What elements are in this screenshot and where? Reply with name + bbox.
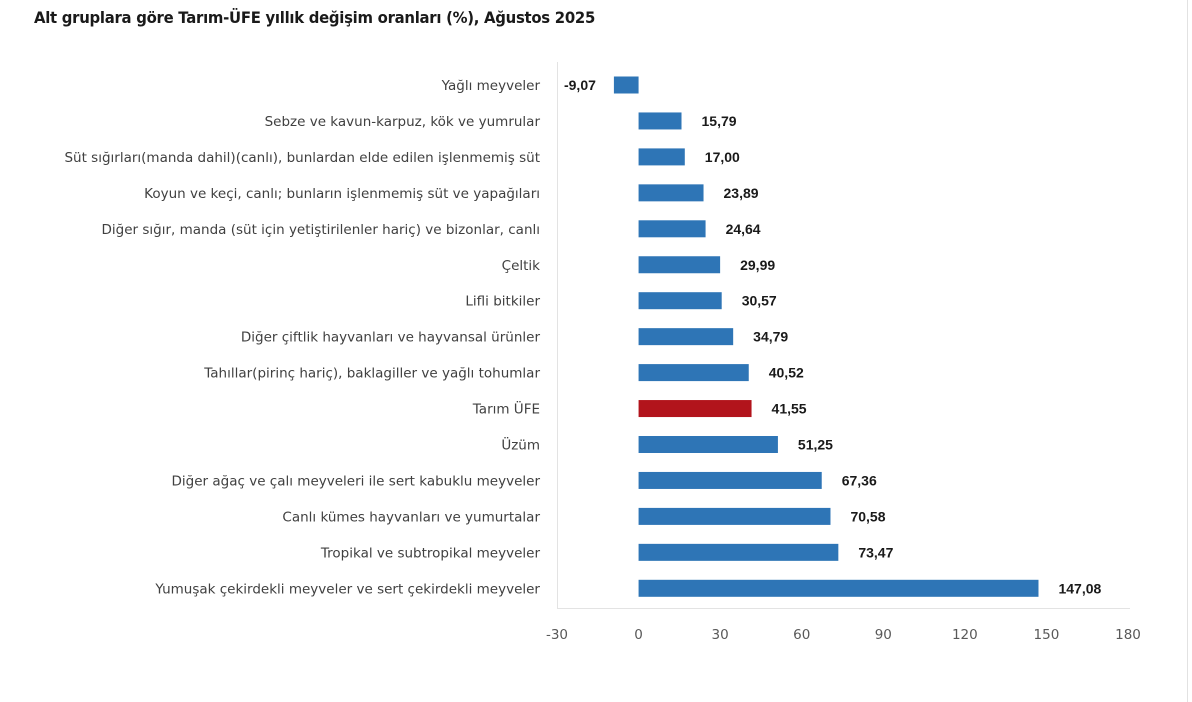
axes [557, 62, 1130, 609]
bar [638, 256, 721, 274]
x-tick-label: 150 [1034, 627, 1060, 643]
bar [613, 76, 639, 94]
bar [638, 328, 734, 346]
bar [638, 543, 839, 561]
x-tick-label: 60 [793, 627, 810, 643]
category-label: Diğer sığır, manda (süt için yetiştirile… [102, 222, 540, 238]
category-label: Diğer çiftlik hayvanları ve hayvansal ür… [241, 330, 541, 346]
x-tick-label: 30 [712, 627, 729, 643]
category-label: Çeltik [502, 258, 541, 274]
chart-title: Alt gruplara göre Tarım-ÜFE yıllık değiş… [34, 8, 596, 27]
bar [638, 112, 682, 130]
value-label: 41,55 [772, 401, 807, 417]
value-label: -9,07 [564, 77, 596, 93]
bar [638, 400, 752, 418]
category-labels: Yağlı meyveler Sebze ve kavun-karpuz, kök… [64, 78, 540, 597]
category-label: Yumuşak çekirdekli meyveler ve sert çeki… [154, 581, 540, 597]
value-label: 147,08 [1058, 580, 1101, 596]
category-label: Süt sığırları(manda dahil)(canlı), bunla… [64, 150, 540, 166]
x-tick-label: -30 [546, 627, 568, 643]
category-label: Diğer ağaç ve çalı meyveleri ile sert ka… [172, 473, 541, 489]
bar [638, 292, 722, 310]
bar [638, 220, 706, 238]
value-label: 24,64 [726, 221, 761, 237]
category-label: Yağlı meyveler [441, 78, 541, 94]
value-label: 51,25 [798, 437, 833, 453]
bar [638, 507, 831, 525]
bar [638, 471, 822, 489]
value-label: 17,00 [705, 149, 740, 165]
category-label: Koyun ve keçi, canlı; bunların işlenmemi… [144, 186, 540, 202]
value-labels: -9,07 15,79 17,00 23,89 24,64 29,99 30,57 34,79… [564, 77, 1102, 596]
bar [638, 579, 1039, 597]
value-label: 67,36 [842, 472, 877, 488]
value-label: 34,79 [753, 329, 788, 345]
category-label: Canlı kümes hayvanları ve yumurtalar [282, 509, 540, 525]
category-label: Tahıllar(pirinç hariç), baklagiller ve y… [203, 366, 540, 382]
category-label: Tarım ÜFE [472, 400, 540, 418]
bar [638, 184, 704, 202]
value-label: 70,58 [850, 508, 885, 524]
value-label: 29,99 [740, 257, 775, 273]
category-label: Lifli bitkiler [465, 294, 540, 310]
x-tick-labels: -30 0 30 60 90 120 150 180 [546, 627, 1141, 643]
category-label: Sebze ve kavun-karpuz, kök ve yumrular [265, 114, 541, 130]
x-tick-label: 0 [634, 627, 643, 643]
bar [638, 148, 685, 166]
value-label: 40,52 [769, 365, 804, 381]
x-tick-label: 180 [1115, 627, 1141, 643]
frame-border [1187, 0, 1188, 702]
category-label: Tropikal ve subtropikal meyveler [320, 545, 541, 561]
x-tick-label: 120 [952, 627, 978, 643]
value-label: 23,89 [724, 185, 759, 201]
value-label: 73,47 [858, 544, 893, 560]
x-tick-label: 90 [875, 627, 892, 643]
bar [638, 364, 749, 382]
bar [638, 436, 778, 453]
value-label: 15,79 [702, 113, 737, 129]
bars [613, 76, 1039, 597]
value-label: 30,57 [742, 293, 777, 309]
category-label: Üzüm [501, 436, 540, 454]
